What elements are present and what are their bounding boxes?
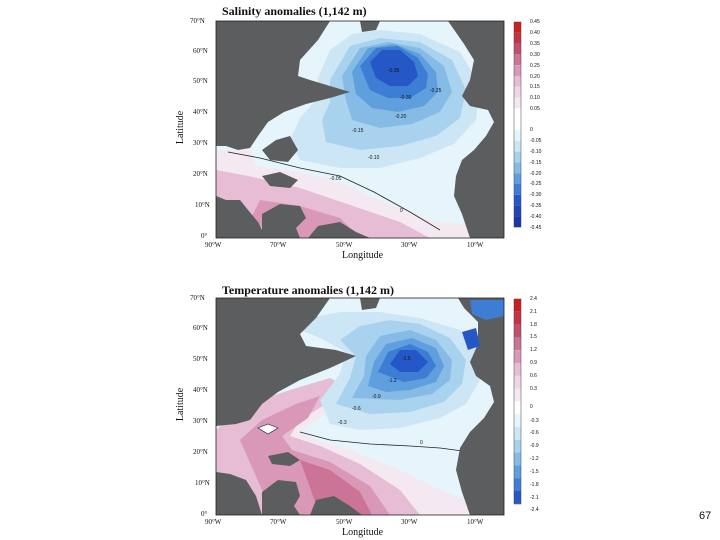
temperature-colorbar-tick: 0.3 — [530, 386, 537, 392]
temperature-lat-tick: 50°N — [193, 355, 208, 363]
salinity-contour-label: -0.15 — [352, 128, 364, 134]
salinity-colorbar-tick: -0.35 — [530, 203, 542, 209]
salinity-land-north-america — [216, 21, 350, 150]
salinity-contour-label: -0.10 — [368, 155, 380, 161]
salinity-colorbar-tick: -0.25 — [530, 181, 542, 187]
salinity-lon-tick: 30°W — [401, 241, 418, 249]
salinity-lat-tick: 50°N — [193, 77, 208, 85]
salinity-contour-label: -0.25 — [430, 88, 442, 94]
salinity-colorbar-tick: 0.25 — [530, 63, 540, 69]
temperature-contour-label: -0.6 — [352, 406, 361, 412]
salinity-lat-tick: 30°N — [193, 139, 208, 147]
temperature-colorbar-tick: -2.1 — [530, 495, 539, 501]
salinity-map-title: Salinity anomalies (1,142 m) — [222, 4, 367, 18]
salinity-x-axis-label: Longitude — [342, 250, 384, 261]
salinity-colorbar-tick: -0.40 — [530, 214, 542, 220]
salinity-colorbar-tick: 0 — [530, 127, 533, 133]
temperature-colorbar-tick: 1.5 — [530, 334, 537, 340]
temperature-land-north-america — [216, 298, 356, 426]
temperature-contour-label: -0.9 — [372, 394, 381, 400]
salinity-lat-tick: 20°N — [193, 170, 208, 178]
temperature-lat-tick: 70°N — [190, 294, 205, 302]
temperature-lat-tick: 0° — [201, 510, 208, 518]
temperature-lat-tick: 30°N — [193, 417, 208, 425]
temperature-colorbar-tick: 0.9 — [530, 360, 537, 366]
page-number: 67 — [699, 510, 712, 522]
salinity-colorbar-tick: -0.15 — [530, 160, 542, 166]
temperature-colorbar-tick: -0.9 — [530, 443, 539, 449]
salinity-lat-tick: 60°N — [193, 47, 208, 55]
salinity-lon-tick: 90°W — [205, 241, 222, 249]
temperature-colorbar-tick: 1.2 — [530, 347, 537, 353]
salinity-lon-tick: 10°W — [467, 241, 484, 249]
temperature-colorbar-tick: 1.8 — [530, 322, 537, 328]
temperature-colorbar-tick: -1.2 — [530, 456, 539, 462]
salinity-colorbar-tick: -0.10 — [530, 149, 542, 155]
temperature-colorbar-tick: -0.3 — [530, 418, 539, 424]
temperature-lat-tick: 10°N — [195, 479, 210, 487]
salinity-contour-label: 0 — [400, 208, 403, 214]
temperature-lon-tick: 10°W — [467, 518, 484, 526]
salinity-lat-tick: 40°N — [193, 108, 208, 116]
salinity-land-mask — [216, 21, 504, 238]
salinity-colorbar-tick: -0.30 — [530, 192, 542, 198]
salinity-colorbar-tick: 0.30 — [530, 52, 540, 58]
salinity-land-europe-africa — [448, 21, 504, 238]
temperature-contour-label: -0.3 — [338, 420, 347, 426]
salinity-colorbar — [513, 21, 522, 228]
temperature-colorbar-tick: -0.6 — [530, 430, 539, 436]
salinity-colorbar-tick: -0.05 — [530, 138, 542, 144]
temperature-lon-tick: 70°W — [270, 518, 287, 526]
temperature-colorbar-tick: -2.4 — [530, 507, 539, 513]
salinity-contour-label: -0.35 — [388, 68, 400, 74]
temperature-colorbar-tick: 2.4 — [530, 296, 537, 302]
temperature-contour-label: -1.2 — [388, 378, 397, 384]
temperature-y-axis-label: Latitude — [175, 387, 187, 422]
temperature-lon-tick: 50°W — [336, 518, 353, 526]
temperature-x-axis-label: Longitude — [342, 527, 384, 538]
temperature-colorbar-tick: 0.6 — [530, 373, 537, 379]
salinity-lat-tick: 70°N — [190, 17, 205, 25]
salinity-contour-label: -0.20 — [395, 114, 407, 120]
temperature-lat-tick: 60°N — [193, 324, 208, 332]
temperature-colorbar-tick: 0 — [530, 404, 533, 410]
salinity-lon-tick: 70°W — [270, 241, 287, 249]
salinity-contour-label: -0.05 — [330, 176, 342, 182]
temperature-contour-label: 0 — [420, 440, 423, 446]
temperature-lat-tick: 40°N — [193, 386, 208, 394]
temperature-map-title: Temperature anomalies (1,142 m) — [222, 283, 394, 297]
salinity-colorbar-tick: -0.45 — [530, 225, 542, 231]
salinity-colorbar-tick: 0.20 — [530, 74, 540, 80]
salinity-lat-tick: 10°N — [195, 201, 210, 209]
temperature-lon-tick: 90°W — [205, 518, 222, 526]
salinity-colorbar-tick: 0.45 — [530, 19, 540, 25]
temperature-colorbar-tick: -1.8 — [530, 482, 539, 488]
salinity-colorbar-tick: 0.40 — [530, 30, 540, 36]
salinity-colorbar-tick: 0.15 — [530, 84, 540, 90]
temperature-lat-tick: 20°N — [193, 448, 208, 456]
salinity-lat-tick: 0° — [201, 232, 208, 240]
salinity-lon-tick: 50°W — [336, 241, 353, 249]
salinity-colorbar-tick: 0.05 — [530, 106, 540, 112]
salinity-colorbar-tick: 0.10 — [530, 95, 540, 101]
temperature-colorbar-tick: 2.1 — [530, 309, 537, 315]
temperature-contour-label: -1.5 — [402, 356, 411, 362]
temperature-colorbar-tick: -1.5 — [530, 469, 539, 475]
salinity-colorbar-tick: -0.20 — [530, 171, 542, 177]
salinity-contour-label: -0.30 — [400, 95, 412, 101]
temperature-lon-tick: 30°W — [401, 518, 418, 526]
temperature-land-mask — [216, 298, 504, 515]
temperature-land-europe-africa — [456, 298, 504, 515]
salinity-colorbar-tick: 0.35 — [530, 41, 540, 47]
temperature-colorbar — [513, 298, 522, 505]
